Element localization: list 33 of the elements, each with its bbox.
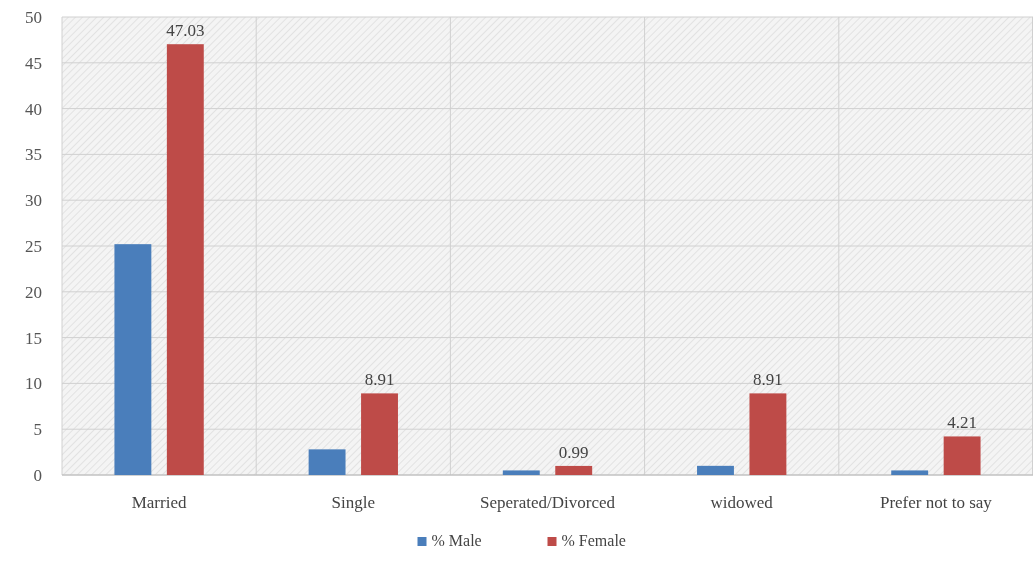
data-label: 8.91 (364, 370, 395, 390)
bar (697, 465, 734, 475)
y-tick-label: 10 (25, 374, 42, 394)
bar (166, 44, 204, 475)
y-tick-label: 5 (33, 420, 42, 440)
y-tick-label: 30 (25, 191, 42, 211)
y-tick-label: 50 (25, 7, 42, 27)
x-tick-label: widowed (710, 493, 774, 512)
bar (502, 470, 540, 475)
data-label: 8.91 (753, 370, 783, 390)
y-tick-label: 45 (25, 53, 42, 73)
bar (749, 393, 787, 475)
legend-label: % Female (561, 532, 626, 549)
y-tick-label: 25 (25, 236, 42, 256)
data-label: 0.99 (558, 442, 589, 462)
y-tick-label: 40 (25, 99, 42, 119)
bar (891, 470, 929, 475)
bar (555, 465, 593, 475)
data-label: 47.03 (166, 21, 205, 41)
bar (943, 436, 981, 475)
x-tick-label: Prefer not to say (879, 493, 993, 512)
bar (308, 449, 346, 475)
y-tick-label: 20 (25, 282, 42, 302)
y-tick-label: 35 (25, 145, 42, 165)
x-tick-label: Seperated/Divorced (480, 493, 616, 512)
x-tick-label: Single (331, 493, 376, 512)
x-tick-label: Married (131, 493, 187, 512)
data-label: 4.21 (947, 413, 977, 433)
y-tick-label: 15 (25, 328, 42, 348)
y-tick-label: 0 (33, 465, 42, 485)
bar (361, 393, 398, 475)
legend-label: % Male (431, 532, 482, 549)
bar (114, 244, 152, 475)
